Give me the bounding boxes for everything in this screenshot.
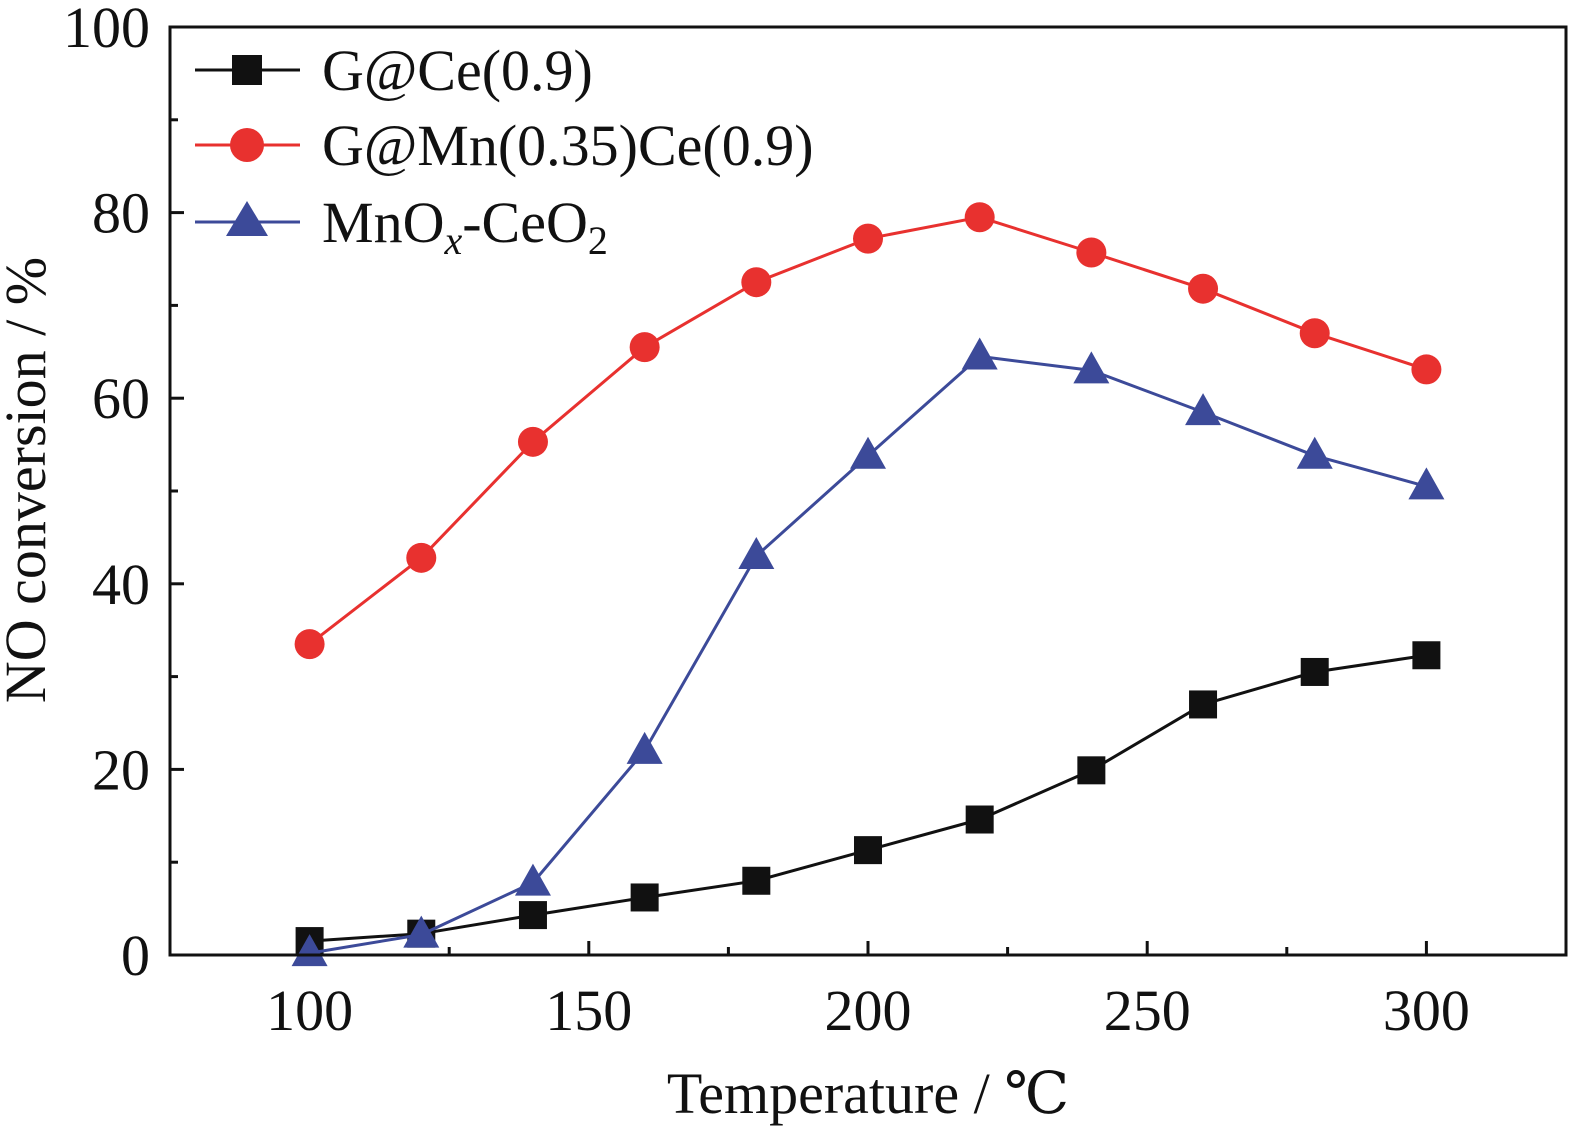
x-tick-label: 300 (1383, 978, 1470, 1043)
data-point-circle (406, 542, 437, 573)
data-point-square (1300, 657, 1329, 686)
legend-marker-circle (230, 128, 264, 162)
data-point-triangle (514, 863, 551, 896)
y-tick-label: 100 (63, 0, 150, 60)
data-point-circle (964, 202, 995, 233)
legend-label-mnox-base: MnO (322, 190, 444, 255)
legend-label-g-ce-base: G@Ce(0.9) (322, 38, 593, 103)
legend-label-mnox-sub2: 2 (588, 218, 608, 263)
legend-label-mnox-sub: x (443, 218, 462, 263)
legend-label-mnox-mid: -CeO (462, 190, 588, 255)
data-point-square (1077, 756, 1106, 785)
plot-area-frame (168, 25, 1568, 957)
x-tick-label: 100 (266, 978, 353, 1043)
data-point-circle (1411, 354, 1442, 385)
legend-item-mnox-ceo2: MnOx-CeO2 (195, 190, 608, 263)
data-point-triangle (626, 731, 663, 764)
data-point-square (1189, 690, 1218, 719)
y-tick-label: 40 (92, 552, 150, 617)
x-tick-label: 200 (825, 978, 912, 1043)
x-tick-label: 150 (545, 978, 632, 1043)
y-axis-title: NO conversion / % (0, 257, 58, 703)
series-3 (291, 337, 1445, 967)
data-point-circle (629, 332, 660, 363)
data-point-circle (1299, 318, 1330, 349)
series-line (309, 653, 1427, 943)
y-tick-label: 0 (121, 923, 150, 988)
data-point-square (1412, 641, 1441, 670)
legend-marker-triangle (226, 201, 268, 236)
data-point-circle (294, 629, 325, 660)
data-point-circle (741, 267, 772, 298)
data-point-square (742, 866, 771, 895)
y-tick-label: 20 (92, 737, 150, 802)
x-axis-title: Temperature / ℃ (667, 1061, 1069, 1126)
data-point-triangle (850, 436, 886, 469)
legend-label-mnox-ceo2: MnOx-CeO2 (322, 190, 608, 263)
data-point-circle (517, 426, 548, 457)
data-point-square (965, 805, 994, 834)
x-tick-label: 250 (1104, 978, 1191, 1043)
data-point-square (854, 836, 882, 865)
y-tick-label: 80 (92, 181, 150, 246)
data-point-circle (1076, 237, 1107, 268)
data-point-circle (853, 223, 883, 254)
legend-label-g-ce: G@Ce(0.9) (322, 38, 593, 103)
legend-item-g-mn-ce: G@Mn(0.35)Ce(0.9) (195, 113, 814, 178)
y-tick-label: 60 (92, 366, 150, 431)
legend-marker-square (232, 55, 262, 85)
data-point-circle (1188, 273, 1219, 304)
data-point-triangle (403, 915, 440, 948)
legend: G@Ce(0.9) G@Mn(0.35)Ce(0.9) MnOx-CeO2 (195, 38, 814, 263)
series-group (291, 202, 1445, 967)
data-point-triangle (961, 337, 998, 370)
series-1 (295, 641, 1441, 956)
data-point-triangle (1296, 436, 1333, 469)
data-point-square (630, 883, 659, 912)
series-2 (294, 202, 1442, 660)
axis-tick-labels: 0 20 40 60 80 100 100 150 200 250 300 (63, 0, 1470, 1043)
data-point-square (518, 901, 547, 930)
data-point-triangle (291, 934, 328, 967)
legend-item-g-ce: G@Ce(0.9) (195, 38, 593, 103)
data-point-triangle (1073, 351, 1110, 384)
data-point-triangle (1185, 393, 1222, 426)
series-line (308, 215, 1427, 646)
legend-label-g-mn-ce-base: G@Mn(0.35)Ce(0.9) (322, 113, 814, 178)
data-point-triangle (1408, 467, 1445, 500)
data-point-triangle (738, 536, 775, 569)
legend-label-g-mn-ce: G@Mn(0.35)Ce(0.9) (322, 113, 814, 178)
